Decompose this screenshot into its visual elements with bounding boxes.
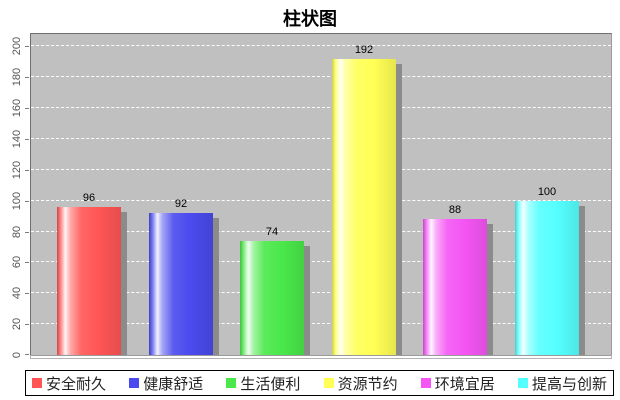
chart-title: 柱状图	[283, 9, 337, 29]
y-axis-tick	[25, 324, 29, 326]
legend-item-label: 资源节约	[337, 375, 398, 393]
bar-shadow	[121, 212, 127, 355]
legend-color-swatch	[517, 378, 528, 388]
gridline	[31, 292, 611, 294]
y-axis-tick	[25, 46, 29, 48]
legend-item-label: 安全耐久	[46, 375, 107, 393]
x-axis-line	[30, 355, 612, 359]
bar-shadow	[213, 218, 219, 355]
gridline	[31, 261, 611, 263]
legend-item-label: 提高与创新	[531, 375, 607, 393]
gridline	[31, 107, 611, 109]
legend-item: 资源节约	[323, 373, 398, 394]
bar-shadow	[304, 246, 310, 355]
gridline	[31, 323, 611, 325]
gridline	[31, 230, 611, 232]
bar-shadow	[487, 224, 493, 355]
bar-4	[332, 59, 396, 355]
legend: 安全耐久 健康舒适 生活便利 资源节约 环境宜居 提高与创新	[25, 370, 614, 396]
legend-item: 生活便利	[226, 373, 300, 394]
gridline	[31, 76, 611, 78]
legend-item: 健康舒适	[129, 373, 203, 394]
legend-item-label: 生活便利	[240, 375, 301, 393]
legend-item-label: 环境宜居	[434, 375, 495, 393]
bar-shadow	[579, 206, 585, 355]
y-axis-tick	[25, 262, 29, 264]
y-axis-tick	[25, 231, 29, 233]
y-axis-tick-label: 200	[11, 37, 23, 56]
plot-area: 0 20 40 60 80 100 120 140 160 180 200 96 92 74 192 88 10…	[11, 33, 612, 358]
bar-value-label: 74	[265, 226, 279, 238]
bar-value-label: 92	[174, 198, 188, 210]
bar-2	[149, 213, 213, 355]
bar-value-label: 96	[82, 192, 96, 204]
bar-6	[515, 201, 579, 355]
y-axis-tick	[25, 354, 29, 355]
legend-color-swatch	[32, 378, 42, 388]
bar-value-label: 100	[537, 186, 557, 198]
legend-color-swatch	[226, 378, 237, 388]
y-axis-tick	[25, 108, 29, 110]
bar-value-label: 88	[448, 204, 462, 216]
legend-item-label: 健康舒适	[143, 375, 204, 393]
bar-1	[57, 207, 121, 355]
legend-item: 提高与创新	[517, 373, 607, 394]
legend-item: 安全耐久	[32, 373, 106, 394]
gridline	[31, 168, 611, 170]
gridline	[31, 45, 611, 47]
legend-color-swatch	[129, 378, 140, 388]
legend-color-swatch	[420, 378, 431, 388]
bar-3	[240, 241, 304, 355]
bar-value-label: 192	[354, 44, 374, 56]
legend-item: 环境宜居	[420, 373, 495, 394]
y-axis-tick	[25, 293, 29, 295]
y-axis-tick	[25, 138, 29, 140]
bar-shadow	[396, 64, 402, 355]
y-axis-tick	[25, 169, 29, 171]
y-axis-tick	[25, 77, 29, 79]
y-axis-tick	[25, 200, 29, 202]
gridline	[31, 137, 611, 139]
gridline	[31, 199, 611, 201]
legend-color-swatch	[323, 378, 334, 388]
bar-5	[423, 219, 487, 355]
